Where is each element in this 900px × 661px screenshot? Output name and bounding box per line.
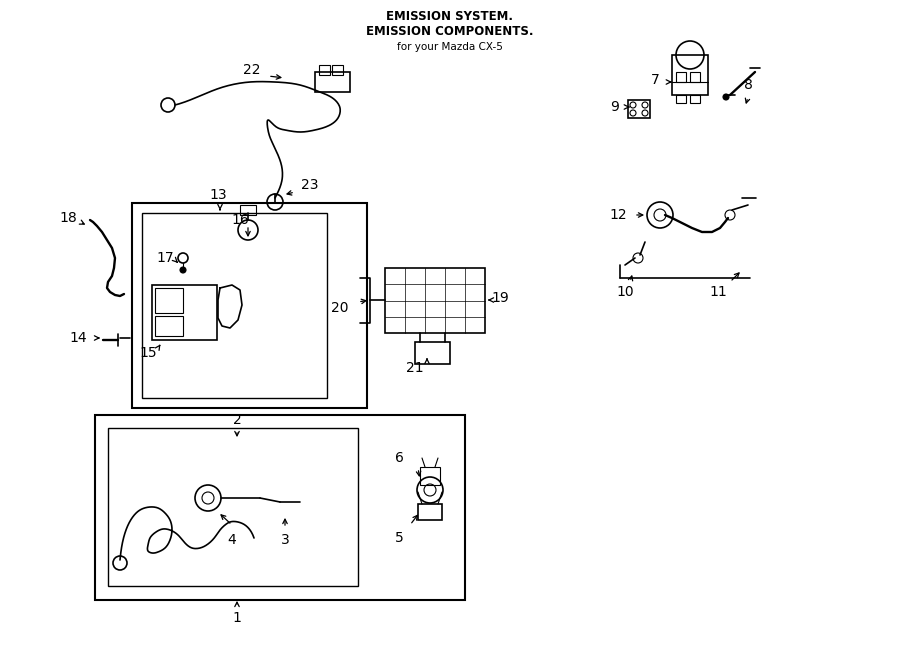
Bar [676,72,686,82]
Bar [385,268,485,333]
Bar [155,316,183,336]
Text: 2: 2 [232,413,241,427]
Text: 5: 5 [394,531,403,545]
Bar [676,95,686,103]
Text: 18: 18 [59,211,76,225]
Bar [628,100,650,118]
Circle shape [180,267,186,273]
Bar [155,288,183,313]
Bar [95,415,465,600]
Bar [319,65,330,75]
Text: 6: 6 [394,451,403,465]
Text: 15: 15 [140,346,157,360]
Text: 10: 10 [616,285,634,299]
Bar [240,205,256,215]
Text: 16: 16 [231,213,249,227]
Text: 21: 21 [406,361,424,375]
Bar [690,95,700,103]
Bar [415,342,450,364]
Bar [690,72,700,82]
Text: 12: 12 [609,208,626,222]
Text: 20: 20 [331,301,349,315]
Bar [108,428,358,586]
Text: 7: 7 [651,73,660,87]
Bar [132,203,367,408]
Text: 9: 9 [610,100,619,114]
Bar [332,65,343,75]
Text: 22: 22 [243,63,261,77]
Text: 13: 13 [209,188,227,202]
Text: EMISSION COMPONENTS.: EMISSION COMPONENTS. [366,25,534,38]
Text: 23: 23 [302,178,319,192]
Text: 11: 11 [709,285,727,299]
Bar [152,285,217,340]
Text: 3: 3 [281,533,290,547]
Text: 19: 19 [491,291,508,305]
Bar [142,213,327,398]
Text: 1: 1 [232,611,241,625]
Bar [418,504,442,520]
Text: 14: 14 [69,331,86,345]
Text: 8: 8 [743,78,752,92]
Circle shape [723,94,729,100]
Bar [672,55,708,95]
Bar [420,467,440,485]
Text: EMISSION SYSTEM.: EMISSION SYSTEM. [386,10,514,23]
Text: for your Mazda CX-5: for your Mazda CX-5 [397,42,503,52]
Text: 4: 4 [228,533,237,547]
Text: 17: 17 [157,251,174,265]
Bar [315,72,350,92]
